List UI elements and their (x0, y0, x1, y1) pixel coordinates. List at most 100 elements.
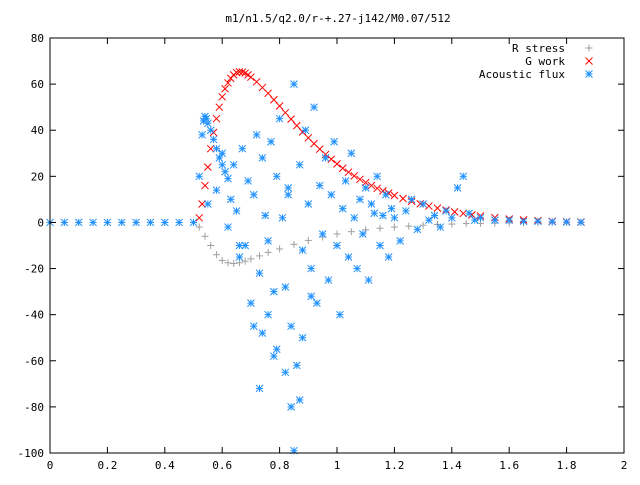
data-point (358, 230, 367, 238)
plot-area (46, 68, 585, 455)
data-point (338, 204, 347, 213)
data-point (230, 259, 238, 267)
data-point (333, 160, 341, 168)
data-point (562, 218, 571, 226)
data-point (278, 213, 287, 222)
x-tick-label: 2 (621, 459, 628, 472)
data-point (353, 264, 361, 273)
data-point (330, 137, 338, 146)
data-point (198, 130, 206, 139)
data-point (203, 119, 212, 128)
data-point (255, 384, 264, 393)
data-point (292, 121, 301, 130)
data-point (284, 190, 293, 199)
data-point (450, 207, 459, 216)
data-point (270, 95, 278, 104)
data-point (224, 174, 232, 183)
data-point (218, 149, 227, 158)
data-point (419, 200, 427, 208)
data-point (201, 232, 209, 240)
data-point (407, 195, 416, 204)
data-point (287, 115, 295, 124)
x-tick-label: 1.2 (384, 459, 404, 472)
data-point (244, 177, 252, 185)
data-point (577, 218, 585, 227)
legend-label: Acoustic flux (479, 68, 565, 81)
data-point (318, 230, 327, 238)
data-point (235, 241, 244, 250)
data-point (442, 207, 450, 215)
data-point (249, 190, 258, 199)
data-point (117, 218, 126, 227)
data-point (206, 126, 215, 135)
data-point (402, 207, 410, 215)
data-point (247, 255, 255, 263)
data-point (390, 223, 398, 231)
data-point (249, 322, 258, 331)
y-tick-label: -20 (24, 263, 44, 276)
data-point (505, 216, 514, 224)
x-tick-label: 0.2 (97, 459, 117, 472)
data-point (324, 276, 333, 284)
data-point (304, 200, 313, 208)
data-point (448, 220, 456, 228)
data-point (327, 190, 336, 199)
data-point (298, 246, 307, 254)
data-point (373, 172, 382, 181)
data-point (255, 269, 264, 278)
y-tick-label: -80 (24, 401, 44, 414)
y-tick-label: 80 (31, 32, 44, 45)
data-point (476, 213, 485, 222)
data-point (341, 177, 350, 185)
data-point (272, 345, 281, 354)
data-point (264, 89, 272, 98)
data-point (281, 368, 290, 377)
series-g-work (195, 68, 585, 226)
data-point (270, 352, 278, 361)
data-point (548, 217, 557, 226)
data-point (519, 217, 528, 226)
data-point (207, 242, 215, 249)
data-point (218, 160, 227, 169)
data-point (218, 92, 227, 101)
x-tick-label: 0.6 (212, 459, 232, 472)
data-point (338, 164, 347, 173)
data-point (284, 184, 293, 192)
data-point (321, 154, 330, 162)
legend-label: R stress (512, 42, 565, 55)
data-point (490, 216, 499, 224)
data-point (212, 144, 221, 153)
data-point (347, 228, 355, 236)
data-point (430, 211, 439, 220)
data-point (203, 200, 212, 208)
legend-marker (585, 44, 593, 52)
data-point (287, 322, 295, 331)
data-point (229, 160, 238, 169)
data-point (347, 149, 356, 158)
data-point (344, 168, 353, 177)
data-point (387, 204, 396, 213)
data-point (396, 237, 404, 245)
data-point (295, 396, 304, 404)
data-point (333, 241, 341, 250)
data-point (198, 200, 206, 208)
data-point (381, 190, 390, 199)
data-point (433, 204, 442, 213)
y-tick-label: -40 (24, 309, 44, 322)
data-point (232, 207, 241, 215)
chart-title: m1/n1.5/q2.0/r-+.27-j142/M0.07/512 (225, 12, 450, 25)
data-point (195, 223, 203, 231)
y-tick-label: 0 (37, 216, 44, 229)
data-point (175, 218, 184, 227)
data-point (370, 209, 379, 218)
data-point (226, 195, 235, 204)
data-point (160, 218, 169, 227)
data-point (103, 218, 112, 227)
data-point (212, 251, 220, 259)
data-point (447, 213, 456, 222)
data-point (313, 299, 321, 307)
data-point (295, 160, 304, 169)
